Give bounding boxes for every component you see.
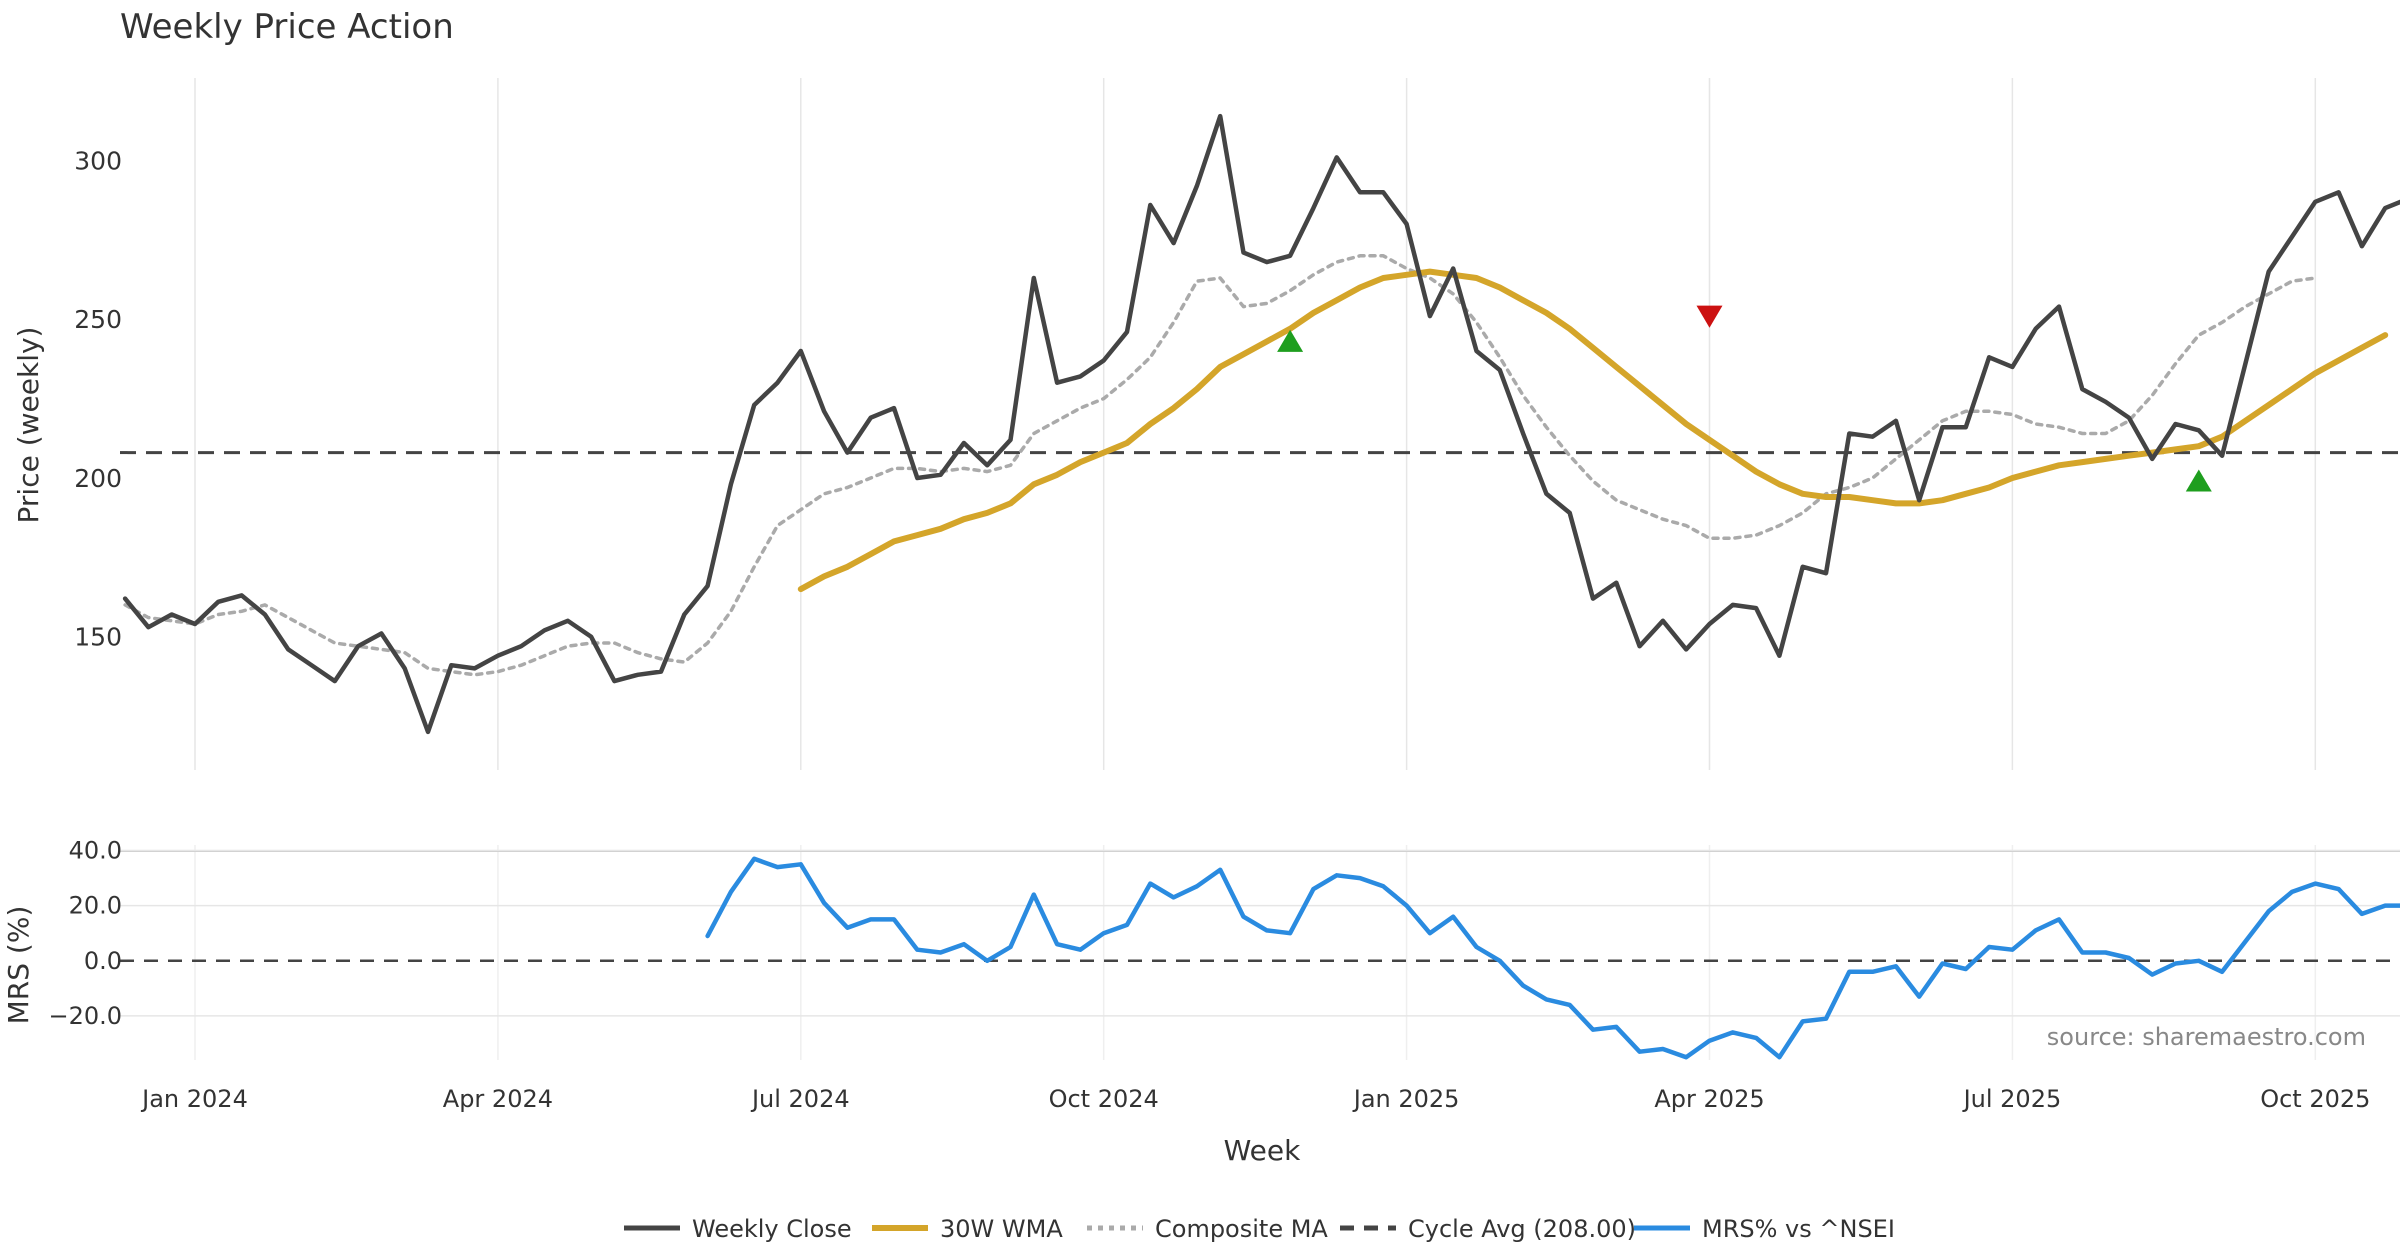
legend-item: Cycle Avg (208.00) — [1340, 1215, 1636, 1243]
x-tick-label: Jan 2024 — [140, 1085, 248, 1113]
x-tick-label: Jul 2025 — [1962, 1085, 2062, 1113]
x-tick-label: Oct 2025 — [2260, 1085, 2370, 1113]
legend-item: Weekly Close — [624, 1215, 852, 1243]
price-panel: 150 200 250 300 — [74, 78, 2400, 770]
chart-title: Weekly Price Action — [120, 7, 454, 47]
x-tick-label: Apr 2025 — [1654, 1085, 1764, 1113]
sell-signal-marker — [1696, 305, 1723, 328]
mrs-y-axis-label: MRS (%) — [2, 906, 35, 1025]
price-y-axis-label: Price (weekly) — [12, 327, 45, 524]
series-line-weekly-close — [122, 113, 2400, 735]
series-line-composite-ma — [123, 254, 2318, 677]
series-line-30w-wma — [797, 268, 2389, 593]
x-axis-label: Week — [1224, 1134, 1301, 1167]
x-tick-label: Oct 2024 — [1049, 1085, 1159, 1113]
x-tick-label: Jul 2024 — [750, 1085, 850, 1113]
legend-item: MRS% vs ^NSEI — [1634, 1215, 1895, 1243]
legend-item: Composite MA — [1087, 1215, 1328, 1243]
legend-label: Weekly Close — [692, 1215, 852, 1243]
price-y-tick-label: 150 — [74, 623, 122, 652]
legend-label: Cycle Avg (208.00) — [1408, 1215, 1636, 1243]
source-note: source: sharemaestro.com — [2047, 1023, 2366, 1051]
price-y-tick-label: 250 — [74, 305, 122, 334]
legend: Weekly Close 30W WMA Composite MA Cycle Avg… — [624, 1215, 1895, 1243]
legend-item: 30W WMA — [872, 1215, 1063, 1243]
mrs-y-tick-label: 20.0 — [69, 892, 122, 920]
series-line-mrs — [705, 856, 2400, 1060]
mrs-panel: 40.0 20.0 0.0 −20.0 — [48, 837, 2400, 1060]
price-y-tick-label: 300 — [74, 147, 122, 176]
mrs-y-tick-label: −20.0 — [48, 1002, 122, 1030]
x-tick-label: Apr 2024 — [443, 1085, 553, 1113]
price-y-tick-label: 200 — [74, 464, 122, 493]
mrs-y-tick-label: 0.0 — [84, 947, 122, 975]
legend-label: MRS% vs ^NSEI — [1702, 1215, 1895, 1243]
x-axis: Jan 2024 Apr 2024 Jul 2024 Oct 2024 Jan 2025… — [140, 1085, 2370, 1113]
x-tick-label: Jan 2025 — [1352, 1085, 1460, 1113]
buy-signal-marker — [1277, 329, 1304, 352]
legend-label: 30W WMA — [940, 1215, 1063, 1243]
buy-signal-marker — [2185, 469, 2212, 492]
mrs-y-tick-label: 40.0 — [69, 837, 122, 865]
legend-label: Composite MA — [1155, 1215, 1328, 1243]
